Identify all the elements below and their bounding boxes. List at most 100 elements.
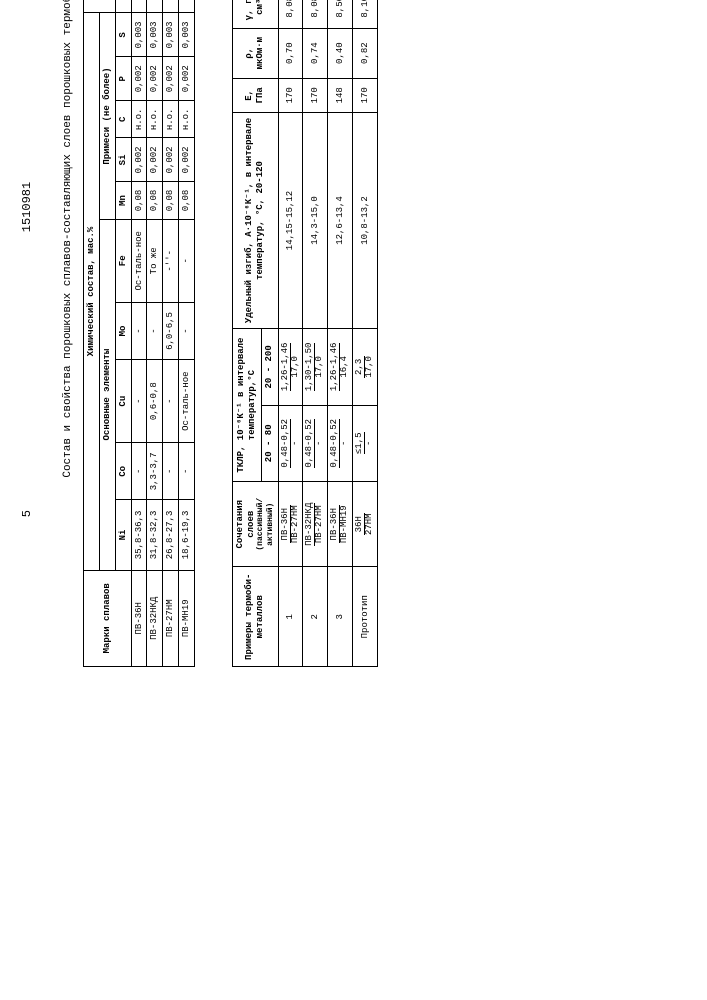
cell: 0,002 xyxy=(131,138,147,182)
cell: - xyxy=(179,219,195,302)
cell: н.о. xyxy=(163,101,179,138)
cell: ПВ-32НКДПВ-27НМ xyxy=(303,482,328,567)
cell: 8,08 xyxy=(278,0,303,28)
cell: 1 xyxy=(278,567,303,667)
cell: - xyxy=(163,0,179,13)
cell: Прототип xyxy=(353,567,378,667)
cell: ПВ-36Н xyxy=(131,570,147,666)
cell: - xyxy=(163,443,179,500)
cell: - xyxy=(163,359,179,442)
cell: 0,002 xyxy=(179,57,195,101)
cell: 18,6-19,3 xyxy=(179,500,195,570)
cell: ПВ-32НКД xyxy=(147,570,163,666)
cell: - xyxy=(179,443,195,500)
table-row: 1ПВ-36НПВ-27НМ0,48-0,52-1,26-1,4617,014,… xyxy=(278,0,303,667)
table2: Примеры термоби-металлов Сочетания слоев… xyxy=(232,0,378,667)
cell: 0,48-0,52- xyxy=(303,405,328,481)
cell: 0,48-0,52 xyxy=(147,0,163,13)
cell: 0,40 xyxy=(328,28,353,78)
cell: Ос-таль-ное xyxy=(131,219,147,302)
th2-gamma: γ, г/см³ xyxy=(232,0,278,28)
cell: н.о. xyxy=(131,101,147,138)
th-col: C xyxy=(115,101,131,138)
table1-label: Т а б л и ц а 1 xyxy=(44,0,56,667)
cell: 8,08 xyxy=(303,0,328,28)
cell: 148 xyxy=(328,78,353,112)
table1-title: Состав и свойства порошковых сплавов-сос… xyxy=(61,0,75,667)
cell: - xyxy=(131,302,147,359)
cell: 35,8-36,3 xyxy=(131,500,147,570)
cell: 0,48-0,52- xyxy=(278,405,303,481)
cell: -''- xyxy=(163,219,179,302)
cell: - xyxy=(179,0,195,13)
th-col: Fe xyxy=(115,219,131,302)
th-tklr: ТКЛР, 10⁻⁶К⁻¹ в интервале Т, °С xyxy=(84,0,116,13)
th2-tklr-2: 20 - 200 xyxy=(261,329,278,405)
cell: 0,003 xyxy=(131,13,147,57)
cell: 0,002 xyxy=(163,57,179,101)
cell: 0,002 xyxy=(147,57,163,101)
cell: 0,08 xyxy=(131,182,147,219)
th-col: Cu xyxy=(115,359,131,442)
th-col: Mn xyxy=(115,182,131,219)
table-row: Прототип36Н27НМ≤1,5-2,317,010,8-13,21700… xyxy=(353,0,378,667)
th-primesi: Примеси (не более) xyxy=(100,13,116,219)
th2-E: Е, ГПа xyxy=(232,78,278,112)
th-col: P xyxy=(115,57,131,101)
cell: - xyxy=(131,443,147,500)
cell: н.о. xyxy=(147,101,163,138)
cell: 0,003 xyxy=(163,13,179,57)
th-marka: Марки сплавов xyxy=(84,570,131,666)
cell: 14,15-15,12 xyxy=(278,112,303,328)
table-row: 2ПВ-32НКДПВ-27НМ0,48-0,52-1,30-1,5017,01… xyxy=(303,0,328,667)
cell: 1,26-1,4616,4 xyxy=(328,329,353,405)
cell: 36Н27НМ xyxy=(353,482,378,567)
table-row: ПВ-36Н35,8-36,3---Ос-таль-ное0,080,002н.… xyxy=(131,0,147,667)
th2-tklr-1: 20 - 80 xyxy=(261,405,278,481)
cell: 0,08 xyxy=(179,182,195,219)
th2-udel: Удельный изгиб, А·10⁻⁶К⁻¹, в интервале т… xyxy=(232,112,278,328)
th2-tklr: ТКЛР, 10⁻⁶К⁻¹ в интервале температур,°С xyxy=(232,329,261,482)
cell: ПВ-МН19 xyxy=(179,570,195,666)
th-khim: Химический состав, мас.% xyxy=(84,13,100,570)
cell: 170 xyxy=(353,78,378,112)
table-row: ПВ-27НМ26,8-27,3--6,0-6,5-''-0,080,002н.… xyxy=(163,0,179,667)
cell: ПВ-36НПВ-27НМ xyxy=(278,482,303,567)
cell: 0,08 xyxy=(147,182,163,219)
cell: 0,002 xyxy=(131,57,147,101)
cell: 14,3-15,0 xyxy=(303,112,328,328)
cell: ПВ-36НПВ-МН19 xyxy=(328,482,353,567)
cell: 8,50 xyxy=(328,0,353,28)
cell: 0,002 xyxy=(147,138,163,182)
cell: 1,26-1,4617,0 xyxy=(278,329,303,405)
cell: н.о. xyxy=(179,101,195,138)
cell: 0,6-0,8 xyxy=(147,359,163,442)
cell: 6,0-6,5 xyxy=(163,302,179,359)
table-row: ПВ-32НКД31,8-32,33,3-3,70,6-0,8-То же0,0… xyxy=(147,0,163,667)
cell: 1,30-1,5017,0 xyxy=(303,329,328,405)
cell: 170 xyxy=(303,78,328,112)
cell: - xyxy=(131,359,147,442)
th-col: Si xyxy=(115,138,131,182)
cell: 0,003 xyxy=(147,13,163,57)
cell: То же xyxy=(147,219,163,302)
cell: 2 xyxy=(303,567,328,667)
cell: 31,8-32,3 xyxy=(147,500,163,570)
cell: 0,002 xyxy=(179,138,195,182)
cell: 3,3-3,7 xyxy=(147,443,163,500)
table-row: 3ПВ-36НПВ-МН190,48-0,52-1,26-1,4616,412,… xyxy=(328,0,353,667)
cell: 0,74 xyxy=(303,28,328,78)
th2-primery: Примеры термоби-металлов xyxy=(232,567,278,667)
table1: Марки сплавов Химический состав, мас.% Т… xyxy=(83,0,195,667)
th2-sochet: Сочетания слоев (пассивный/активный) xyxy=(232,482,278,567)
th-osnov: Основные элементы xyxy=(100,219,116,570)
th-tklr-col: 20 - 80 xyxy=(115,0,131,13)
th-col: Co xyxy=(115,443,131,500)
cell: 12,6-13,4 xyxy=(328,112,353,328)
page-header: 5 1510981 6 xyxy=(20,0,34,667)
cell: 0,48-0,52- xyxy=(328,405,353,481)
cell: 0,48-0,52 xyxy=(131,0,147,13)
cell: 3 xyxy=(328,567,353,667)
table-row: ПВ-МН1918,6-19,3-Ос-таль-ное--0,080,002н… xyxy=(179,0,195,667)
cell: 0,70 xyxy=(278,28,303,78)
